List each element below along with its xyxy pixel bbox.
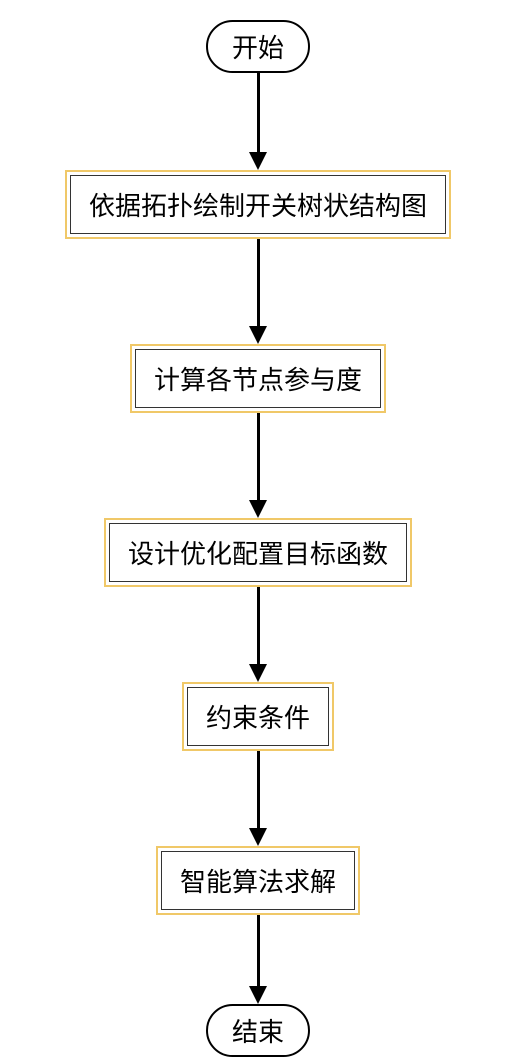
arrow-head-icon bbox=[249, 326, 267, 344]
arrow-5 bbox=[249, 751, 267, 846]
step4-wrapper: 约束条件 bbox=[182, 682, 334, 751]
arrow-line bbox=[257, 751, 260, 829]
start-terminal: 开始 bbox=[206, 20, 310, 73]
start-label: 开始 bbox=[232, 34, 284, 63]
arrow-head-icon bbox=[249, 828, 267, 846]
step3-label: 设计优化配置目标函数 bbox=[128, 540, 388, 569]
arrow-head-icon bbox=[249, 664, 267, 682]
arrow-line bbox=[257, 239, 260, 327]
arrow-2 bbox=[249, 239, 267, 344]
step2-wrapper: 计算各节点参与度 bbox=[130, 344, 386, 413]
arrow-4 bbox=[249, 587, 267, 682]
arrow-head-icon bbox=[249, 500, 267, 518]
arrow-line bbox=[257, 73, 260, 153]
step3-wrapper: 设计优化配置目标函数 bbox=[104, 518, 412, 587]
end-terminal: 结束 bbox=[206, 1004, 310, 1057]
arrow-3 bbox=[249, 413, 267, 518]
flowchart-container: 开始 依据拓扑绘制开关树状结构图 计算各节点参与度 设计优化配置目标函数 约束条… bbox=[0, 0, 516, 1057]
step3-process: 设计优化配置目标函数 bbox=[109, 523, 407, 582]
step1-label: 依据拓扑绘制开关树状结构图 bbox=[89, 192, 427, 221]
step5-process: 智能算法求解 bbox=[161, 851, 355, 910]
arrow-line bbox=[257, 413, 260, 501]
step4-process: 约束条件 bbox=[187, 687, 329, 746]
step5-wrapper: 智能算法求解 bbox=[156, 846, 360, 915]
step4-label: 约束条件 bbox=[206, 704, 310, 733]
arrow-line bbox=[257, 915, 260, 987]
arrow-1 bbox=[249, 73, 267, 170]
step1-process: 依据拓扑绘制开关树状结构图 bbox=[70, 175, 446, 234]
arrow-line bbox=[257, 587, 260, 665]
end-label: 结束 bbox=[232, 1018, 284, 1047]
arrow-head-icon bbox=[249, 152, 267, 170]
step2-label: 计算各节点参与度 bbox=[154, 366, 362, 395]
step1-wrapper: 依据拓扑绘制开关树状结构图 bbox=[65, 170, 451, 239]
arrow-head-icon bbox=[249, 986, 267, 1004]
step2-process: 计算各节点参与度 bbox=[135, 349, 381, 408]
arrow-6 bbox=[249, 915, 267, 1004]
step5-label: 智能算法求解 bbox=[180, 868, 336, 897]
